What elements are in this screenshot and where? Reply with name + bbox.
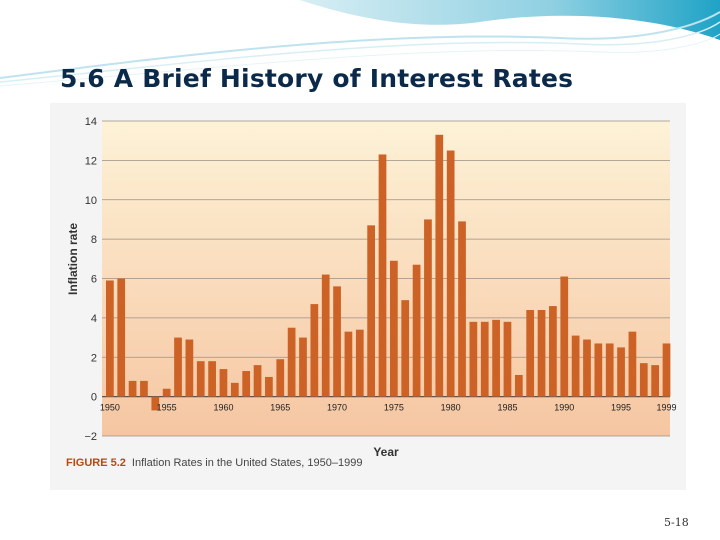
bar-1950 (106, 280, 114, 397)
bar-1982 (469, 321, 478, 397)
bar-1953 (140, 380, 148, 397)
x-tick-label: 1950 (100, 403, 120, 413)
bar-1964 (265, 376, 273, 397)
bar-1996 (628, 331, 637, 397)
bar-1963 (253, 365, 262, 397)
bar-1960 (219, 369, 228, 397)
slide-title: 5.6 A Brief History of Interest Rates (60, 64, 574, 93)
y-tick-label: 0 (91, 392, 97, 404)
bar-1984 (492, 319, 500, 397)
figure-number: FIGURE 5.2 (66, 457, 126, 469)
x-tick-label: 1960 (213, 403, 233, 413)
bar-1990 (560, 276, 569, 397)
bar-1981 (458, 221, 466, 397)
bar-1978 (424, 219, 432, 397)
y-tick-label: 12 (85, 155, 97, 167)
bar-1951 (117, 278, 126, 397)
bar-1957 (185, 339, 194, 397)
x-tick-label: 1985 (497, 403, 517, 413)
figure-caption: FIGURE 5.2 Inflation Rates in the United … (66, 457, 362, 469)
bar-1954 (151, 396, 160, 411)
figure-caption-text: Inflation Rates in the United States, 19… (131, 457, 363, 469)
x-tick-label: 1999 (656, 403, 676, 413)
bar-1961 (230, 382, 239, 397)
bar-1971 (344, 331, 353, 397)
bar-1999 (662, 343, 671, 397)
bar-1974 (378, 154, 387, 397)
x-tick-label: 1955 (157, 403, 177, 413)
bar-1973 (367, 225, 376, 397)
bar-1988 (537, 310, 546, 397)
bar-1956 (174, 337, 182, 397)
bar-1991 (571, 335, 580, 397)
chart-panel: −2 0 2 4 6 8 10 12 14 1950 1955 1960 1965 1970 1975 198… (50, 103, 686, 490)
bar-1979 (435, 134, 444, 397)
x-tick-label: 1975 (384, 403, 404, 413)
y-axis-title: Inflation rate (66, 223, 80, 295)
bar-1968 (310, 304, 319, 397)
bar-1970 (333, 286, 341, 397)
x-tick-label: 1990 (554, 403, 574, 413)
bar-1959 (208, 361, 216, 397)
bar-1977 (412, 264, 421, 397)
y-tick-label: 10 (85, 195, 97, 207)
bar-1965 (276, 359, 285, 397)
x-axis-title: Year (373, 445, 399, 459)
bar-1986 (514, 374, 523, 397)
bar-1993 (594, 343, 603, 397)
y-tick-label: 14 (85, 116, 97, 128)
bar-1994 (605, 343, 614, 397)
y-tick-label: 2 (91, 352, 97, 364)
y-tick-label: 6 (91, 274, 97, 286)
bar-1955 (162, 388, 171, 397)
header-swoosh-decoration (0, 0, 720, 87)
page-number: 5-18 (664, 516, 689, 529)
y-tick-label: −2 (84, 431, 97, 443)
x-tick-label: 1980 (441, 403, 461, 413)
bar-1995 (617, 347, 625, 397)
bar-1987 (526, 310, 535, 397)
x-tick-label: 1970 (327, 403, 347, 413)
bar-1998 (651, 365, 660, 397)
bar-1958 (196, 361, 205, 397)
bar-1962 (242, 371, 251, 397)
bar-1967 (299, 337, 307, 397)
bar-1966 (287, 327, 296, 397)
bar-1980 (446, 150, 455, 397)
x-tick-label: 1995 (611, 403, 631, 413)
bar-1972 (355, 329, 364, 397)
bar-1997 (639, 363, 648, 397)
inflation-bar-chart: −2 0 2 4 6 8 10 12 14 1950 1955 1960 1965 1970 1975 198… (66, 116, 677, 459)
bar-1969 (321, 274, 330, 397)
bar-1983 (480, 321, 489, 397)
bar-1976 (401, 300, 410, 397)
bar-1989 (549, 306, 557, 397)
y-tick-label: 4 (91, 313, 97, 325)
x-tick-label: 1965 (270, 403, 290, 413)
y-tick-label: 8 (91, 234, 97, 246)
bar-1985 (503, 321, 512, 397)
bar-1992 (583, 339, 591, 397)
bar-1975 (390, 260, 398, 397)
bar-1952 (128, 380, 137, 397)
